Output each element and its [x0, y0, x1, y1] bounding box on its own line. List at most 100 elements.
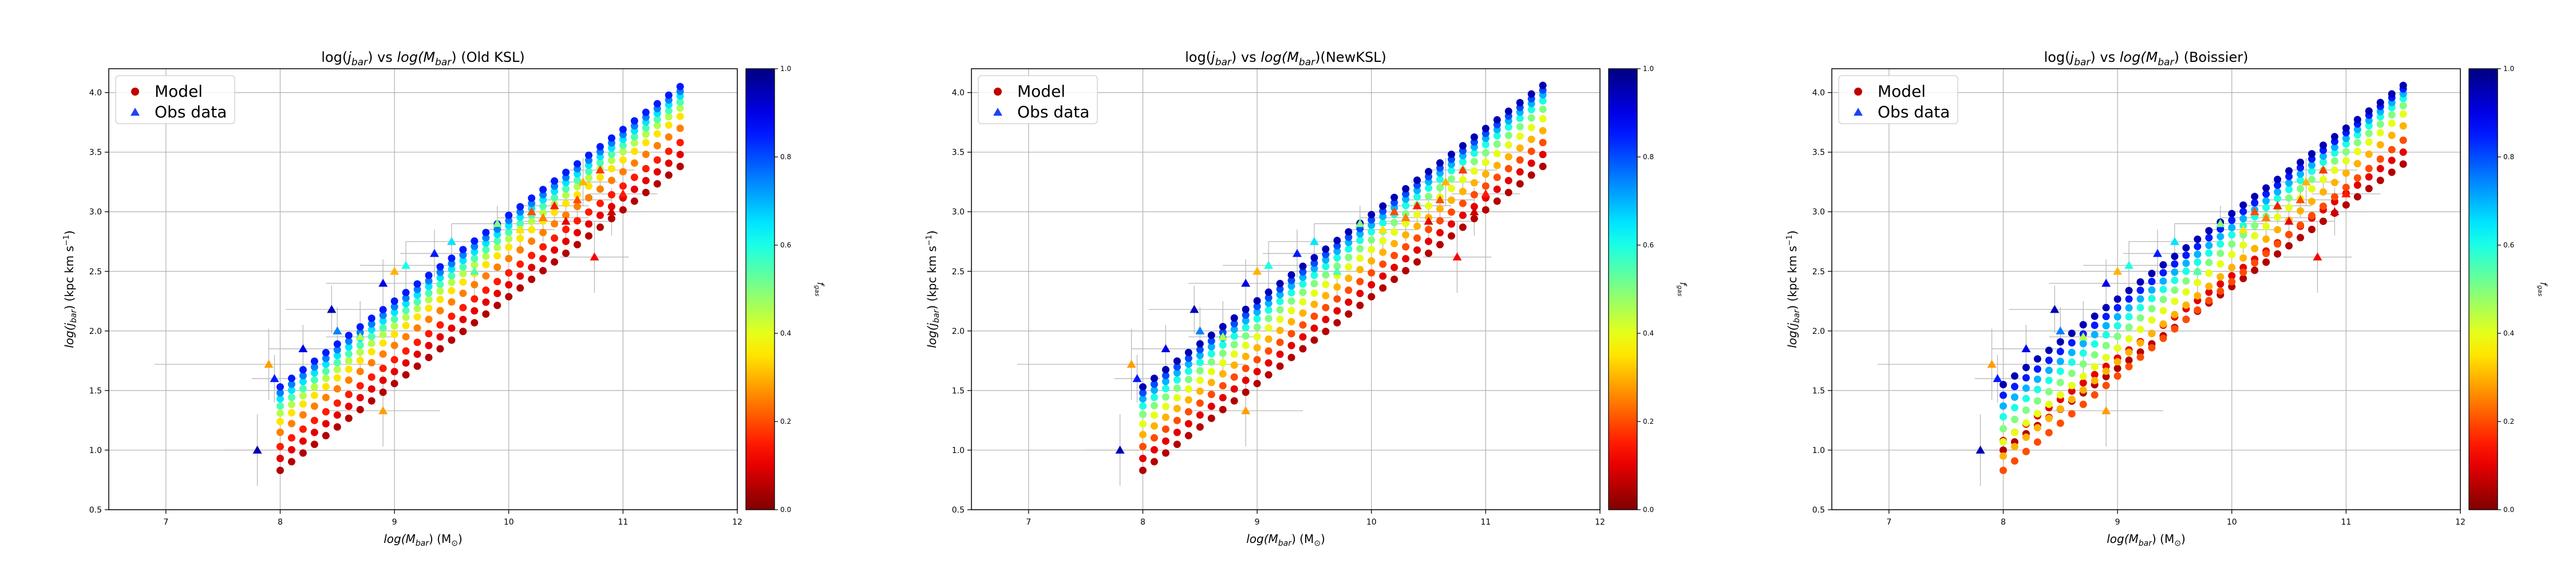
ticks: 7 8 9 10 11 12 0.5 1.0 1.5 2.0 2.5 3.0 3.5 4.0	[89, 89, 742, 527]
y-tick-label: 4.0	[952, 89, 965, 98]
model-point	[413, 291, 421, 299]
obs-point	[1292, 249, 1302, 257]
model-point	[2159, 334, 2167, 342]
model-point	[1379, 284, 1387, 292]
model-point	[2205, 288, 2213, 296]
model-point	[528, 275, 536, 283]
obs-point	[333, 326, 342, 334]
model-point	[607, 156, 615, 164]
model-point	[2251, 245, 2259, 253]
model-point	[1207, 358, 1215, 366]
model-point	[1276, 285, 1284, 293]
model-point	[1287, 282, 1295, 290]
model-point	[2068, 410, 2076, 418]
legend-marker-obs	[131, 108, 140, 116]
model-point	[299, 425, 307, 433]
model-point	[322, 408, 330, 416]
model-point	[1265, 306, 1273, 314]
model-point	[2205, 234, 2213, 242]
model-point	[1481, 149, 1490, 157]
model-point	[2159, 269, 2167, 277]
model-point	[1436, 241, 1444, 249]
model-point	[665, 91, 673, 99]
model-point	[1230, 320, 1238, 328]
model-point	[1299, 273, 1307, 281]
model-point	[2353, 160, 2361, 168]
model-point	[1493, 174, 1501, 182]
model-point	[2148, 316, 2156, 324]
model-point	[1333, 237, 1341, 245]
model-point	[459, 263, 467, 271]
model-point	[2068, 348, 2076, 356]
model-point	[1173, 357, 1181, 365]
model-point	[436, 296, 444, 304]
model-point	[1184, 367, 1192, 375]
model-point	[665, 171, 673, 179]
x-tick-label: 9	[392, 518, 397, 527]
colorbar-tick-label: 0.4	[780, 329, 791, 337]
model-point	[2274, 181, 2282, 189]
model-point	[516, 213, 524, 221]
model-point	[345, 332, 353, 340]
y-tick-label: 3.0	[1812, 208, 1825, 217]
model-point	[493, 237, 501, 245]
model-point	[630, 197, 638, 205]
model-point	[551, 208, 559, 216]
model-point	[2148, 278, 2156, 286]
model-point	[1539, 139, 1547, 147]
model-point	[471, 254, 479, 262]
chart-title: log(jbar) vs log(Mbar) (Old KSL)	[321, 49, 525, 68]
obs-point	[595, 165, 605, 174]
model-point	[2136, 348, 2144, 356]
model-point	[493, 252, 501, 260]
model-point	[1402, 195, 1410, 203]
obs-point	[2192, 266, 2202, 275]
model-point	[1356, 278, 1364, 286]
model-point	[2239, 274, 2247, 282]
model-point	[299, 411, 307, 419]
model-point	[1459, 211, 1467, 219]
obs-point	[590, 252, 599, 261]
model-point	[2045, 400, 2053, 408]
model-point	[299, 400, 307, 408]
model-point	[1345, 286, 1353, 294]
model-point	[390, 303, 398, 311]
model-point	[1207, 342, 1215, 350]
model-point	[2319, 217, 2327, 225]
model-point	[2091, 351, 2099, 359]
model-point	[1265, 288, 1273, 296]
model-point	[1196, 376, 1204, 384]
model-point	[1999, 413, 2007, 421]
model-point	[653, 168, 661, 176]
model-point	[2205, 282, 2213, 290]
model-point	[390, 308, 398, 316]
model-point	[1504, 153, 1512, 161]
model-point	[2285, 179, 2293, 187]
model-point	[1481, 159, 1490, 167]
y-tick-label: 0.5	[952, 506, 965, 515]
chart-panel-2: 7 8 9 10 11 12 0.5 1.0 1.5 2.0 2.5 3.0 3.5 4.0 log(jba…	[925, 49, 1689, 548]
model-point	[539, 255, 547, 263]
model-point	[2251, 192, 2259, 200]
model-point	[2262, 235, 2270, 243]
obs-point	[378, 406, 388, 415]
model-point	[1219, 382, 1227, 390]
axes-frame	[108, 68, 738, 510]
colorbar: 0.0 0.2 0.4 0.6 0.8 1.0 fgas	[2468, 65, 2549, 514]
x-tick-label: 11	[2341, 518, 2351, 527]
colorbar-tick-label: 0.4	[1643, 329, 1654, 337]
model-point	[1265, 359, 1273, 367]
model-point	[1196, 352, 1204, 360]
model-point	[2136, 314, 2144, 322]
model-point	[413, 362, 421, 370]
model-point	[1368, 257, 1376, 265]
model-point	[1173, 428, 1181, 436]
model-point	[1253, 302, 1261, 310]
model-point	[2308, 175, 2316, 183]
model-point	[333, 352, 341, 360]
model-point	[607, 203, 615, 211]
model-point	[2171, 297, 2179, 305]
model-point	[2274, 213, 2282, 221]
model-point	[1504, 141, 1512, 149]
model-point	[2399, 160, 2407, 168]
